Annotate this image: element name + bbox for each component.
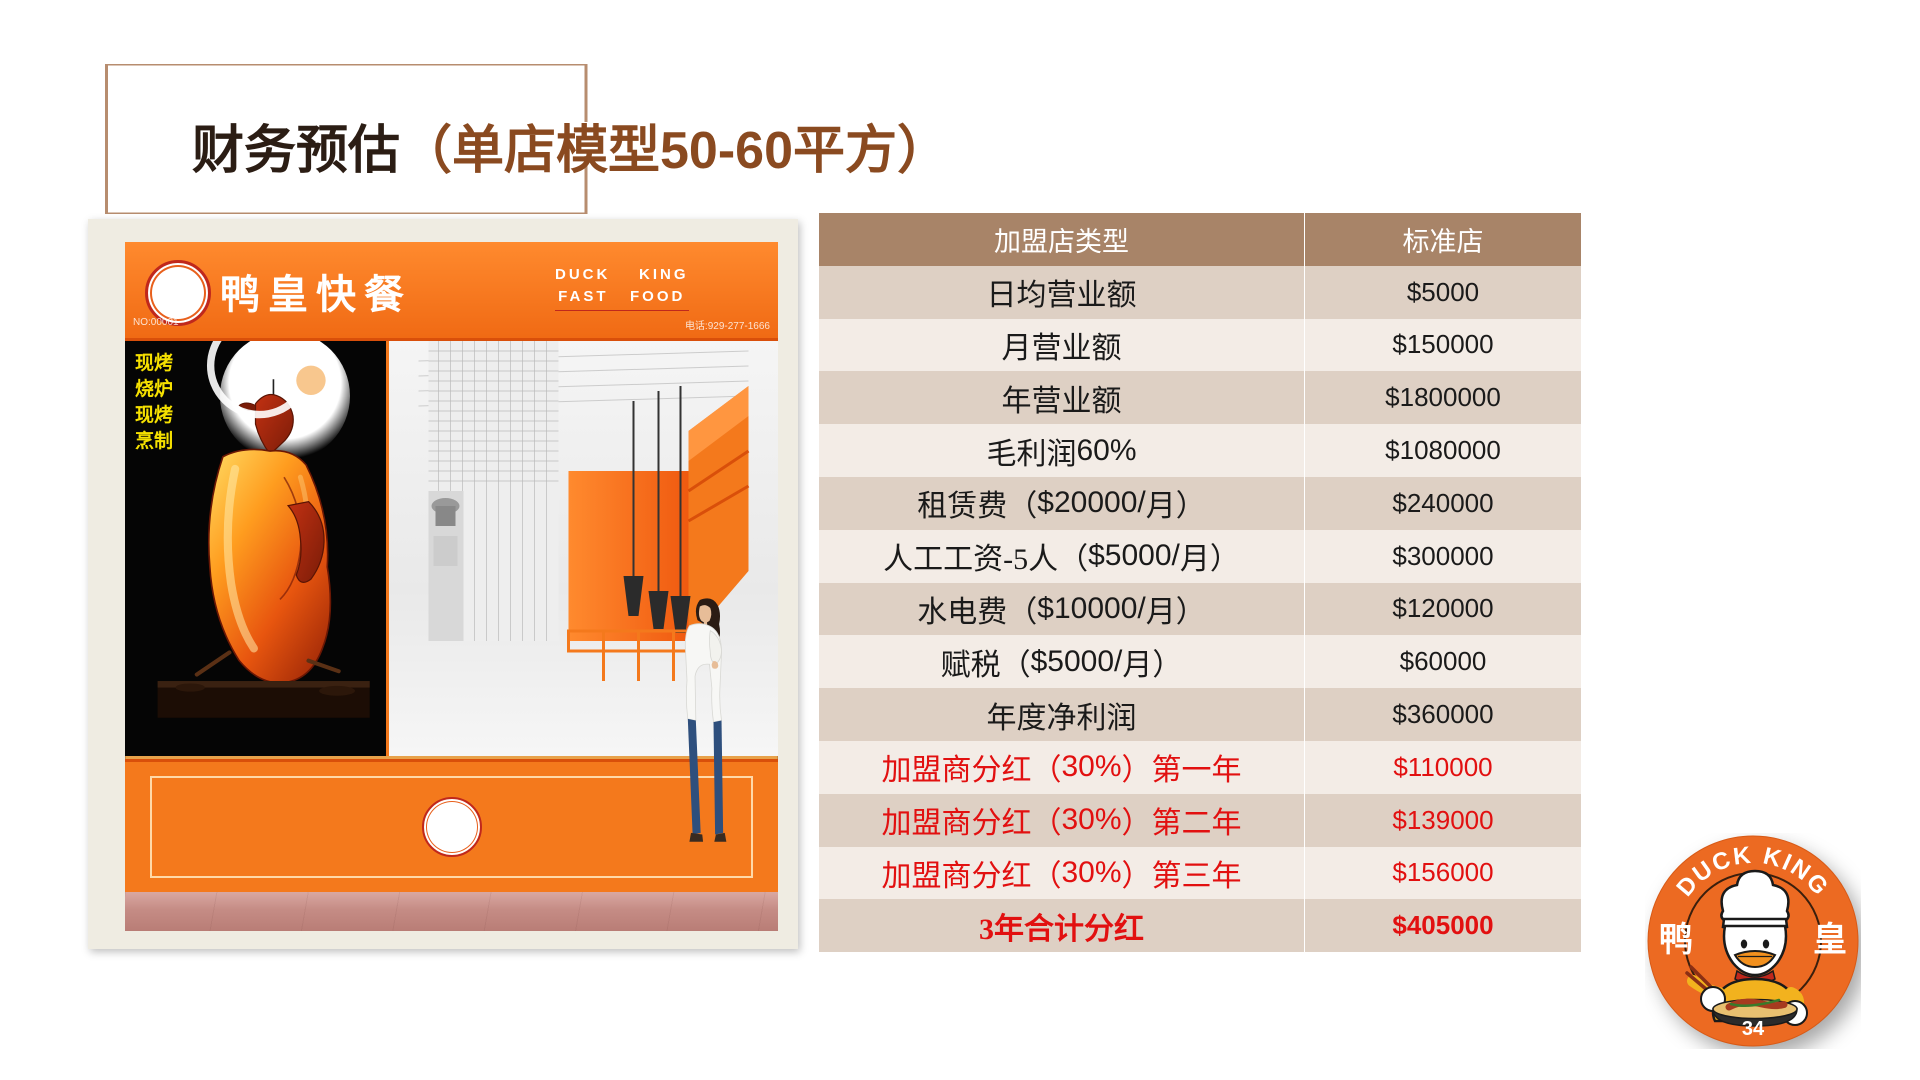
svg-text:皇: 皇	[1813, 921, 1847, 959]
svg-text:34: 34	[1742, 1018, 1765, 1040]
svg-text:鸭: 鸭	[1659, 921, 1693, 959]
